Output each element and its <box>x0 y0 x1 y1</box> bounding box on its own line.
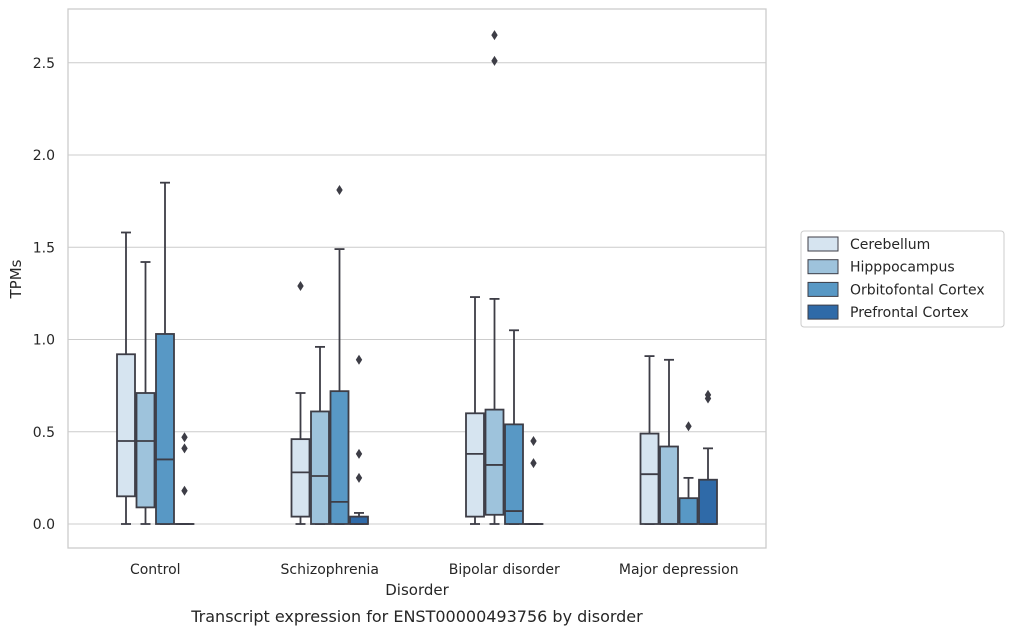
box-group <box>523 435 544 525</box>
legend-swatch <box>807 236 839 252</box>
x-tick-label: Bipolar disorder <box>449 562 560 578</box>
outlier-point <box>491 55 498 66</box>
box <box>639 432 660 525</box>
outlier-point <box>181 432 188 443</box>
box <box>135 392 156 509</box>
legend: Cerebellum Hipppocampus Orbitofontal Corte… <box>800 230 1005 328</box>
y-tick-label: 0.5 <box>33 425 55 441</box>
x-axis-label: Disorder <box>385 581 449 599</box>
y-tick-label: 2.0 <box>33 148 55 164</box>
box-group <box>135 261 156 525</box>
outlier-point <box>355 354 363 365</box>
y-tick-labels: 0.0 0.5 1.0 1.5 2.0 2.5 <box>33 56 55 533</box>
chart-caption: Transcript expression for ENST0000049375… <box>190 607 643 626</box>
box-group <box>329 185 350 525</box>
legend-label: Hipppocampus <box>850 260 955 276</box>
legend-label: Prefrontal Cortex <box>850 305 969 321</box>
box-group <box>659 358 679 525</box>
box <box>659 445 679 525</box>
box-group <box>484 30 505 525</box>
x-tick-label: Major depression <box>619 562 739 578</box>
box <box>349 515 369 525</box>
outlier-point <box>685 421 692 432</box>
legend-items: Cerebellum Hipppocampus Orbitofontal Corte… <box>807 236 985 321</box>
box <box>310 410 330 525</box>
legend-swatch <box>807 304 839 320</box>
box-group <box>465 296 485 525</box>
box <box>116 353 136 498</box>
outlier-point <box>181 485 188 496</box>
legend-swatch <box>807 259 839 275</box>
x-tick-labels: Control Schizophrenia Bipolar disorder Majo… <box>130 562 739 578</box>
y-tick-label: 1.5 <box>33 240 55 256</box>
outlier-point <box>181 443 188 454</box>
x-tick-label: Control <box>130 562 181 578</box>
y-tick-label: 2.5 <box>33 56 55 72</box>
legend-label: Cerebellum <box>850 237 930 253</box>
box-group <box>698 389 718 525</box>
box <box>678 497 699 525</box>
box-group <box>349 354 369 525</box>
outlier-point <box>297 280 304 291</box>
box <box>698 478 718 525</box>
legend-label: Orbitofontal Cortex <box>850 282 985 298</box>
box-group <box>310 345 330 525</box>
legend-swatch <box>807 281 839 297</box>
box-group <box>678 421 699 525</box>
y-axis-label: TPMs <box>7 259 25 299</box>
box-group <box>639 355 660 525</box>
outlier-point <box>355 472 363 483</box>
legend-frame <box>800 230 1005 328</box>
box-group <box>504 329 524 525</box>
box-group <box>290 280 311 525</box>
box <box>465 412 485 518</box>
outlier-point <box>530 435 537 446</box>
outlier-point <box>355 448 363 459</box>
box-layer <box>116 30 718 525</box>
y-tick-label: 0.0 <box>33 517 55 533</box>
outlier-point <box>336 185 343 196</box>
outlier-point <box>704 389 712 400</box>
box-group <box>174 432 195 525</box>
box <box>155 333 175 525</box>
box <box>484 408 505 516</box>
box <box>329 390 350 525</box>
box-group <box>155 181 175 525</box>
plot-frame <box>67 8 767 549</box>
x-tick-label: Schizophrenia <box>281 562 379 578</box>
y-tick-label: 1.0 <box>33 333 55 349</box>
box <box>290 438 311 518</box>
outlier-point <box>530 458 537 469</box>
box-group <box>116 231 136 525</box>
box <box>504 423 524 525</box>
outlier-point <box>491 30 498 41</box>
